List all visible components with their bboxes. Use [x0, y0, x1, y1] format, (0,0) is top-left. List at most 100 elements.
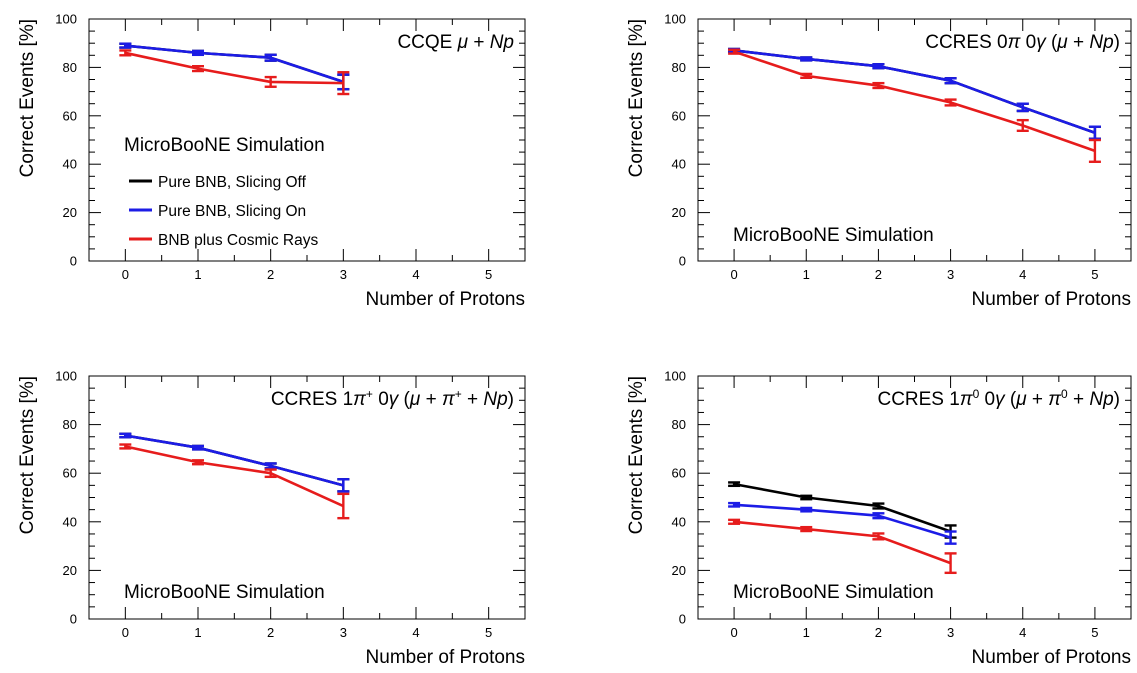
- x-axis-label: Number of Protons: [972, 289, 1131, 310]
- chart-title-part: +: [455, 387, 462, 401]
- series-line: [733, 482, 952, 533]
- x-tick-label: 0: [122, 267, 129, 282]
- data-point: [119, 49, 132, 57]
- x-tick-label: 1: [194, 625, 201, 640]
- y-tick-label: 40: [672, 514, 686, 529]
- chart-title-part: +: [1027, 389, 1049, 410]
- legend-label: Pure BNB, Slicing Off: [158, 174, 307, 191]
- series-line: [733, 49, 1096, 134]
- x-tick-label: 4: [412, 625, 419, 640]
- y-axis-label: Correct Events [%]: [17, 376, 38, 534]
- chart-title-part: μ: [1056, 32, 1068, 53]
- series-line: [733, 49, 1096, 134]
- chart-title-part: ): [1114, 389, 1120, 410]
- x-tick-label: 2: [267, 267, 274, 282]
- y-tick-label: 20: [672, 205, 686, 220]
- data-point: [264, 75, 277, 88]
- data-point: [872, 512, 885, 520]
- chart-title-part: Np: [490, 32, 514, 53]
- chart-title-part: π: [353, 389, 367, 410]
- series-line: [733, 50, 1096, 153]
- y-tick-label: 100: [55, 12, 77, 27]
- x-tick-label: 0: [730, 267, 737, 282]
- x-tick-label: 4: [1019, 625, 1026, 640]
- series: [728, 518, 957, 575]
- data-point: [337, 492, 350, 520]
- y-tick-label: 40: [63, 157, 77, 172]
- chart-title: CCRES 1π+ 0γ (μ + π+ + Np): [271, 387, 514, 410]
- data-point: [119, 443, 132, 450]
- simulation-label: MicroBooNE Simulation: [733, 225, 934, 246]
- x-tick-label: 5: [485, 267, 492, 282]
- y-tick-label: 80: [63, 417, 77, 432]
- simulation-label: MicroBooNE Simulation: [733, 582, 934, 603]
- chart-title-part: (: [1005, 389, 1017, 410]
- x-tick-label: 2: [875, 625, 882, 640]
- chart-title-part: γ: [389, 389, 400, 410]
- data-point: [944, 552, 957, 575]
- data-point: [944, 98, 957, 107]
- y-axis-label: Correct Events [%]: [17, 19, 38, 177]
- y-axis-label: Correct Events [%]: [626, 376, 647, 534]
- chart-title-part: π: [1048, 389, 1062, 410]
- series: [119, 432, 350, 493]
- chart-title-part: CCQE: [397, 32, 457, 53]
- chart-title-part: (: [1046, 32, 1058, 53]
- data-point: [192, 49, 204, 57]
- x-tick-label: 5: [1091, 267, 1098, 282]
- data-point: [728, 501, 741, 508]
- data-point: [119, 42, 132, 49]
- y-tick-label: 40: [672, 157, 686, 172]
- x-tick-label: 2: [875, 267, 882, 282]
- x-tick-label: 2: [267, 625, 274, 640]
- x-tick-label: 3: [340, 625, 347, 640]
- series-line: [125, 51, 344, 85]
- series-line: [733, 520, 952, 565]
- data-point: [337, 478, 350, 493]
- chart-title-part: γ: [995, 389, 1006, 410]
- legend: Pure BNB, Slicing Off Pure BNB, Slicing O…: [129, 174, 318, 249]
- chart-title: CCQE μ + Np: [397, 32, 514, 53]
- series-line: [733, 503, 951, 539]
- data-point: [1016, 102, 1029, 113]
- series: [728, 47, 1101, 140]
- chart-title-part: Np: [483, 389, 507, 410]
- data-point: [1016, 118, 1029, 133]
- chart-title-part: π: [1008, 32, 1022, 53]
- x-tick-label: 1: [803, 625, 810, 640]
- data-point: [800, 494, 813, 501]
- x-tick-label: 3: [340, 267, 347, 282]
- chart-title-part: +: [366, 387, 373, 401]
- series: [119, 443, 350, 520]
- x-tick-label: 4: [412, 267, 419, 282]
- data-point: [264, 53, 277, 62]
- chart-title-part: 0: [1061, 387, 1068, 401]
- data-point: [1088, 125, 1101, 140]
- chart-title-part: (: [398, 389, 410, 410]
- data-point: [264, 468, 277, 479]
- y-tick-label: 80: [672, 417, 686, 432]
- data-point: [728, 48, 741, 55]
- x-axis-label: Number of Protons: [366, 289, 525, 310]
- chart-title-part: +: [420, 389, 442, 410]
- chart-title-part: 0: [373, 389, 389, 410]
- series-line: [125, 445, 344, 508]
- x-axis-label: Number of Protons: [366, 647, 525, 668]
- chart-panel-1: 0 20 40 60 80 100 0 1 2 3 4 5 Number of Protons Corre…: [17, 12, 526, 310]
- series-line: [125, 44, 344, 84]
- y-tick-label: 80: [672, 60, 686, 75]
- data-point: [944, 530, 957, 545]
- data-point: [337, 71, 350, 96]
- y-tick-label: 20: [63, 205, 77, 220]
- y-tick-label: 100: [664, 369, 686, 384]
- chart-title-part: +: [1068, 32, 1090, 53]
- y-tick-label: 60: [672, 108, 686, 123]
- y-tick-label: 0: [70, 254, 77, 269]
- chart-panel-2: 0 20 40 60 80 100 0 1 2 3 4 5 Number of Protons Corre…: [626, 12, 1132, 310]
- data-point: [800, 525, 813, 533]
- chart-title-part: +: [1068, 389, 1090, 410]
- chart-title-part: ): [1114, 32, 1120, 53]
- chart-title-part: π: [960, 389, 974, 410]
- x-tick-label: 3: [947, 625, 954, 640]
